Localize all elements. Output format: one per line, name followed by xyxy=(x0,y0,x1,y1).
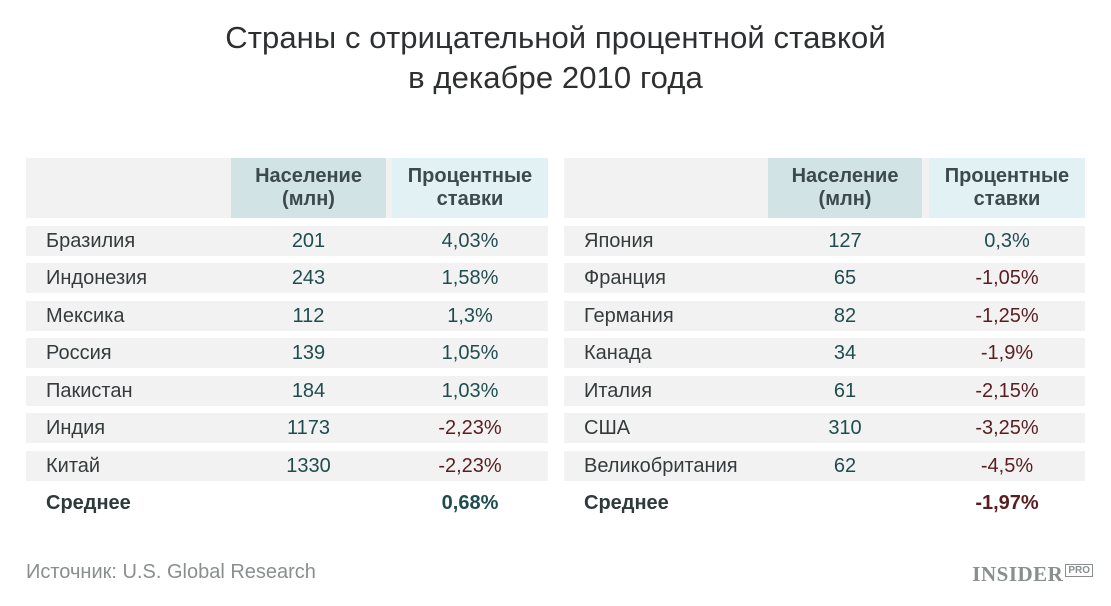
table-row: Япония 127 0,3% xyxy=(564,225,1085,256)
rate-value: -1,9% xyxy=(980,342,1034,364)
table-row: Канада 34 -1,9% xyxy=(564,338,1085,368)
population-value: 310 xyxy=(828,417,862,439)
rate-value: -4,5% xyxy=(980,454,1034,477)
rate-column-header: Процентные ставки xyxy=(929,158,1085,218)
population-value: 184 xyxy=(291,379,326,402)
population-value: 61 xyxy=(833,379,857,402)
rate-value: 1,3% xyxy=(447,304,493,327)
left-table: Население (млн) Процентные ставки Бразил… xyxy=(26,158,548,518)
country-name: США xyxy=(584,417,631,439)
average-value: -1,97% xyxy=(975,492,1039,514)
population-value: 62 xyxy=(833,454,857,477)
table-row: Великобритания 62 -4,5% xyxy=(564,450,1085,481)
country-name: Индия xyxy=(46,417,106,439)
table-row: Франция 65 -1,05% xyxy=(564,263,1085,293)
table-row: Италия 61 -2,15% xyxy=(564,375,1085,406)
page-title: Страны с отрицательной процентной ставко… xyxy=(0,18,1111,98)
population-value: 34 xyxy=(833,342,857,364)
table-row: Германия 82 -1,25% xyxy=(564,300,1085,331)
right-table-body: Япония 127 0,3% Франция 65 -1,05% Германия 82 -1… xyxy=(564,225,1085,519)
rate-value: 0,3% xyxy=(984,229,1030,252)
rate-column-header: Процентные ставки xyxy=(392,158,548,218)
country-name: Великобритания xyxy=(584,454,738,477)
country-name: Китай xyxy=(46,454,101,477)
rate-value: 1,05% xyxy=(441,342,499,364)
average-label: Среднее xyxy=(46,492,131,514)
population-value: 201 xyxy=(291,229,326,252)
rate-value: -3,25% xyxy=(975,417,1039,439)
country-name: Канада xyxy=(584,342,652,364)
population-value: 243 xyxy=(291,267,326,289)
average-value: 0,68% xyxy=(441,492,499,514)
country-name: Япония xyxy=(584,229,654,252)
population-value: 127 xyxy=(828,229,862,252)
logo-sup-text: PRO xyxy=(1065,564,1093,577)
country-name: Россия xyxy=(46,342,112,364)
rate-value: -2,23% xyxy=(438,454,502,477)
population-value: 82 xyxy=(833,304,857,327)
country-name: Италия xyxy=(584,379,653,402)
table-row: Китай 1330 -2,23% xyxy=(26,450,548,481)
table-row: США 310 -3,25% xyxy=(564,413,1085,443)
population-column-header: Население (млн) xyxy=(768,158,922,218)
left-table-header: Население (млн) Процентные ставки xyxy=(26,158,548,218)
source-note: Источник: U.S. Global Research xyxy=(26,561,316,583)
population-value: 1330 xyxy=(286,454,331,477)
country-name: Бразилия xyxy=(46,229,136,252)
table-row: Бразилия 201 4,03% xyxy=(26,225,548,256)
population-value: 1173 xyxy=(286,417,330,439)
table-row: Россия 139 1,05% xyxy=(26,338,548,368)
average-label: Среднее xyxy=(584,492,669,514)
logo-main-text: INSIDER xyxy=(972,562,1064,586)
average-row: Среднее -1,97% xyxy=(564,488,1085,518)
country-name: Пакистан xyxy=(46,379,133,402)
population-value: 112 xyxy=(292,304,325,327)
rate-value: -1,25% xyxy=(975,304,1039,327)
rate-value: 1,58% xyxy=(441,267,499,289)
rate-value: -1,05% xyxy=(975,267,1039,289)
table-row: Индонезия 243 1,58% xyxy=(26,263,548,293)
rate-value: 4,03% xyxy=(441,229,499,252)
country-name: Франция xyxy=(584,267,666,289)
right-table: Население (млн) Процентные ставки Япония… xyxy=(564,158,1085,518)
population-column-header: Население (млн) xyxy=(231,158,386,218)
rate-value: 1,03% xyxy=(441,379,499,402)
rate-value: -2,23% xyxy=(438,417,502,439)
average-row: Среднее 0,68% xyxy=(26,488,548,518)
left-table-body: Бразилия 201 4,03% Индонезия 243 1,58% Мексика… xyxy=(26,225,548,519)
table-row: Мексика 112 1,3% xyxy=(26,300,548,331)
title-line-1: Страны с отрицательной процентной ставко… xyxy=(225,20,886,55)
right-table-header: Население (млн) Процентные ставки xyxy=(564,158,1085,218)
insider-pro-logo: INSIDER PRO xyxy=(972,563,1093,585)
title-line-2: в декабре 2010 года xyxy=(408,60,703,95)
table-row: Пакистан 184 1,03% xyxy=(26,375,548,406)
population-value: 65 xyxy=(833,267,857,289)
country-name: Индонезия xyxy=(46,267,148,289)
country-name: Германия xyxy=(584,304,674,327)
country-name: Мексика xyxy=(46,304,125,327)
rate-value: -2,15% xyxy=(975,379,1039,402)
population-value: 139 xyxy=(291,342,326,364)
table-row: Индия 1173 -2,23% xyxy=(26,413,548,443)
